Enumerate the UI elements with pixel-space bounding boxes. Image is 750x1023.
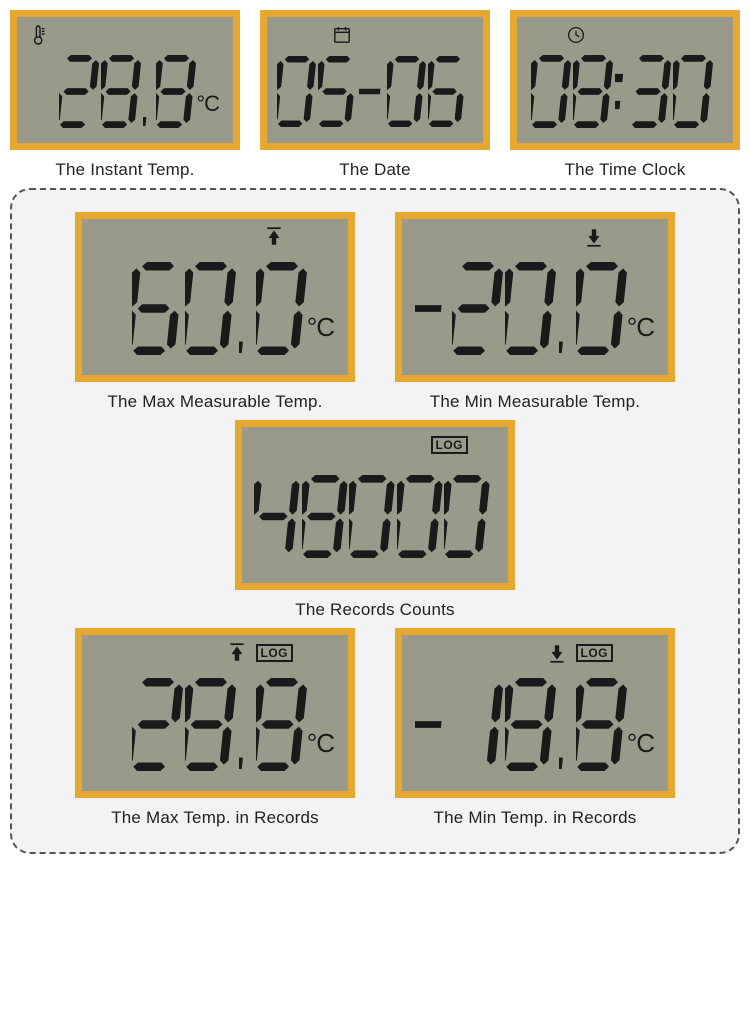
celsius-unit: °C (307, 728, 334, 759)
calendar-icon (333, 24, 351, 46)
celsius-unit: °C (196, 91, 219, 117)
celsius-unit: °C (627, 728, 654, 759)
icon-row (27, 23, 223, 47)
records-count-lcd: LOG (235, 420, 515, 590)
down-arrow-icon (585, 226, 603, 248)
digit-row: °C (27, 47, 223, 135)
icon-row (92, 225, 338, 249)
top-display-row: °C The Instant Temp. The Date The Time C… (10, 10, 740, 180)
max-rec-cell: LOG °C The Max Temp. in Records (75, 628, 355, 828)
clock-icon (567, 24, 585, 46)
min-rec-label: The Min Temp. in Records (434, 808, 637, 828)
digit-row: °C (412, 665, 658, 783)
clock-lcd (510, 10, 740, 150)
thermometer-icon (31, 24, 49, 46)
digit-row (277, 47, 473, 135)
min-rec-cell: LOG °C The Min Temp. in Records (395, 628, 675, 828)
measurable-row: °C The Max Measurable Temp. °C The Min M… (42, 212, 708, 412)
clock-cell: The Time Clock (510, 10, 740, 180)
min-measurable-cell: °C The Min Measurable Temp. (395, 212, 675, 412)
digit-row: °C (92, 249, 338, 367)
instant-temp-cell: °C The Instant Temp. (10, 10, 240, 180)
log-badge: LOG (576, 644, 614, 662)
icon-row: LOG (92, 641, 338, 665)
max-rec-label: The Max Temp. in Records (111, 808, 319, 828)
records-count-label: The Records Counts (295, 600, 455, 620)
min-rec-lcd: LOG °C (395, 628, 675, 798)
min-measurable-label: The Min Measurable Temp. (430, 392, 640, 412)
log-badge: LOG (256, 644, 294, 662)
date-lcd (260, 10, 490, 150)
max-measurable-cell: °C The Max Measurable Temp. (75, 212, 355, 412)
icon-row: LOG (412, 641, 658, 665)
records-row: LOG °C The Max Temp. in Records LOG °C T… (42, 628, 708, 828)
records-count-row: LOG The Records Counts (42, 420, 708, 620)
records-group-box: Haswill Electronics °C The Max Measurabl… (10, 188, 740, 854)
max-measurable-label: The Max Measurable Temp. (107, 392, 322, 412)
date-label: The Date (339, 160, 411, 180)
celsius-unit: °C (307, 312, 334, 343)
instant-temp-lcd: °C (10, 10, 240, 150)
down-arrow-icon (548, 642, 566, 664)
icon-row (277, 23, 473, 47)
records-count-cell: LOG The Records Counts (235, 420, 515, 620)
max-measurable-lcd: °C (75, 212, 355, 382)
icon-row: LOG (252, 433, 498, 457)
up-arrow-icon (265, 226, 283, 248)
digit-row (252, 457, 498, 575)
icon-row (412, 225, 658, 249)
digit-row (527, 47, 723, 135)
date-cell: The Date (260, 10, 490, 180)
digit-row: °C (92, 665, 338, 783)
icon-row (527, 23, 723, 47)
min-measurable-lcd: °C (395, 212, 675, 382)
up-arrow-icon (228, 642, 246, 664)
digit-row: °C (412, 249, 658, 367)
celsius-unit: °C (627, 312, 654, 343)
instant-temp-label: The Instant Temp. (55, 160, 194, 180)
log-badge: LOG (431, 436, 469, 454)
max-rec-lcd: LOG °C (75, 628, 355, 798)
clock-label: The Time Clock (565, 160, 686, 180)
